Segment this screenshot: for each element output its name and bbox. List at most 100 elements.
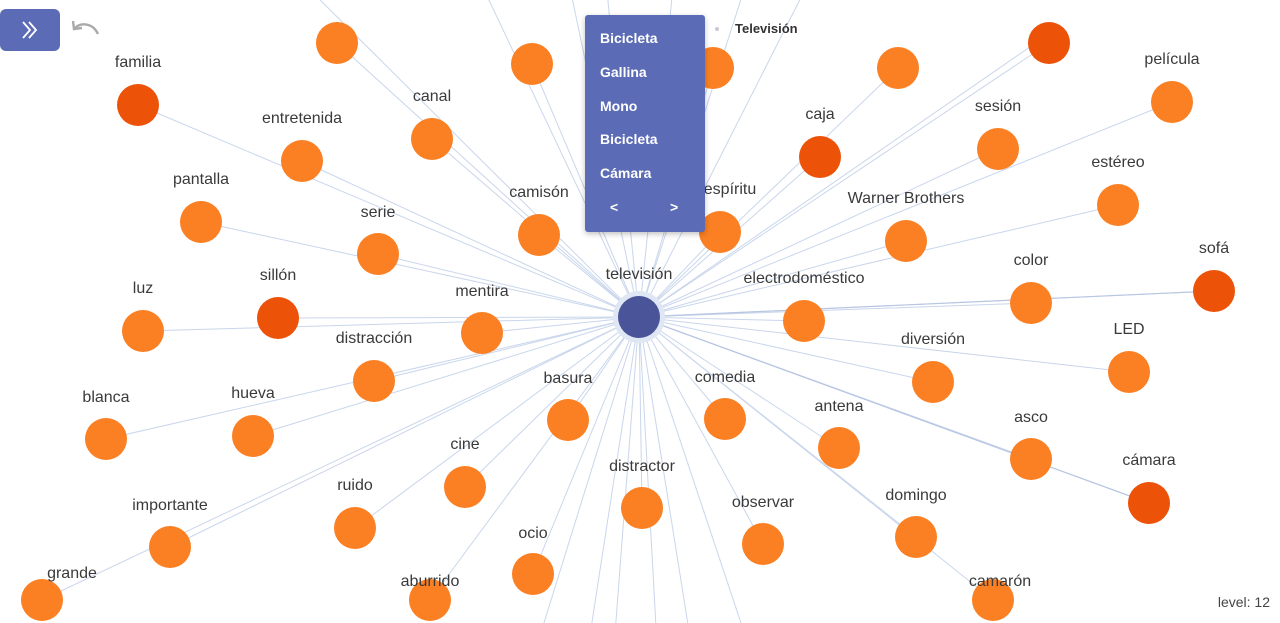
history-prev-button[interactable]: < bbox=[610, 199, 619, 215]
graph-edge bbox=[638, 101, 1173, 318]
node-label: cine bbox=[450, 436, 479, 453]
graph-node[interactable] bbox=[977, 128, 1019, 170]
graph-node[interactable] bbox=[621, 487, 663, 529]
history-item[interactable]: Cámara bbox=[600, 165, 652, 181]
graph-node[interactable] bbox=[409, 579, 451, 621]
graph-node[interactable] bbox=[1010, 438, 1052, 480]
graph-edge bbox=[638, 148, 999, 318]
graph-node[interactable] bbox=[912, 361, 954, 403]
graph-edge bbox=[336, 42, 640, 318]
node-label: familia bbox=[115, 54, 161, 71]
graph-edge bbox=[301, 160, 640, 318]
graph-edge bbox=[638, 316, 994, 601]
node-label: entretenida bbox=[262, 110, 342, 127]
graph-edge bbox=[142, 316, 640, 332]
graph-node[interactable] bbox=[699, 211, 741, 253]
node-label: cámara bbox=[1122, 452, 1175, 469]
graph-edge bbox=[638, 0, 801, 318]
graph-node[interactable] bbox=[783, 300, 825, 342]
graph-edge bbox=[638, 39, 1041, 318]
graph-node[interactable] bbox=[117, 84, 159, 126]
node-label: antena bbox=[815, 398, 864, 415]
node-label: estéreo bbox=[1091, 154, 1144, 171]
node-label: blanca bbox=[82, 389, 129, 406]
graph-node[interactable] bbox=[257, 297, 299, 339]
graph-node[interactable] bbox=[1128, 482, 1170, 524]
graph-node[interactable] bbox=[1193, 270, 1235, 312]
graph-edge bbox=[41, 316, 640, 601]
graph-node[interactable] bbox=[122, 310, 164, 352]
graph-node[interactable] bbox=[411, 118, 453, 160]
graph-edge bbox=[638, 204, 1119, 318]
graph-node[interactable] bbox=[1028, 22, 1070, 64]
node-label: observar bbox=[732, 494, 795, 511]
graph-edge bbox=[377, 253, 640, 318]
graph-node[interactable] bbox=[334, 507, 376, 549]
node-layer: familia película sesión caja canal entretenid… bbox=[21, 22, 1235, 621]
graph-node[interactable] bbox=[885, 220, 927, 262]
graph-node[interactable] bbox=[972, 579, 1014, 621]
graph-node[interactable] bbox=[281, 140, 323, 182]
graph-edge bbox=[638, 316, 840, 449]
history-item[interactable]: Bicicleta bbox=[600, 30, 658, 46]
graph-node[interactable] bbox=[353, 360, 395, 402]
graph-node[interactable] bbox=[357, 233, 399, 275]
undo-button[interactable] bbox=[68, 16, 102, 46]
node-label: sillón bbox=[260, 267, 296, 284]
graph-node[interactable] bbox=[518, 214, 560, 256]
graph-edge bbox=[638, 316, 934, 383]
node-label: importante bbox=[132, 497, 208, 514]
history-item[interactable]: Gallina bbox=[600, 64, 647, 80]
graph-node[interactable] bbox=[512, 553, 554, 595]
graph-node[interactable] bbox=[1097, 184, 1139, 226]
graph-node[interactable] bbox=[461, 312, 503, 354]
graph-edge bbox=[638, 302, 1032, 318]
breadcrumb-current[interactable]: Televisión bbox=[735, 21, 798, 36]
graph-node[interactable] bbox=[316, 22, 358, 64]
graph-node[interactable] bbox=[704, 398, 746, 440]
history-item[interactable]: Bicicleta bbox=[600, 131, 658, 147]
graph-node[interactable] bbox=[547, 399, 589, 441]
graph-node[interactable] bbox=[149, 526, 191, 568]
graph-edge bbox=[638, 240, 907, 318]
graph-node[interactable] bbox=[85, 418, 127, 460]
graph-edge bbox=[252, 316, 640, 437]
expand-panel-button[interactable] bbox=[0, 9, 60, 51]
graph-edge bbox=[638, 316, 1150, 504]
graph-node[interactable] bbox=[180, 201, 222, 243]
node-label: hueva bbox=[231, 385, 275, 402]
graph-node[interactable] bbox=[511, 43, 553, 85]
graph-node[interactable] bbox=[1151, 81, 1193, 123]
node-label: película bbox=[1144, 51, 1199, 68]
graph-node[interactable] bbox=[895, 516, 937, 558]
graph-edge bbox=[429, 316, 640, 601]
node-label: sesión bbox=[975, 98, 1021, 115]
graph-node[interactable] bbox=[877, 47, 919, 89]
history-item[interactable]: Mono bbox=[600, 98, 638, 114]
center-node[interactable] bbox=[618, 296, 660, 338]
node-label: distractor bbox=[609, 458, 675, 475]
graph-node[interactable] bbox=[21, 579, 63, 621]
node-label: color bbox=[1014, 252, 1049, 269]
graph-node[interactable] bbox=[742, 523, 784, 565]
history-next-button[interactable]: > bbox=[670, 199, 679, 215]
graph-edge bbox=[638, 316, 1130, 373]
node-label: electrodoméstico bbox=[744, 270, 865, 287]
graph-node[interactable] bbox=[799, 136, 841, 178]
node-label: ruido bbox=[337, 477, 373, 494]
node-label: mentira bbox=[455, 283, 508, 300]
node-label: asco bbox=[1014, 409, 1048, 426]
double-chevron-right-icon bbox=[22, 21, 38, 39]
node-label: camarón bbox=[969, 573, 1031, 590]
graph-node[interactable] bbox=[818, 427, 860, 469]
graph-node[interactable] bbox=[444, 466, 486, 508]
graph-edge bbox=[354, 316, 640, 529]
node-label: espíritu bbox=[704, 181, 756, 198]
center-node-label: televisión bbox=[606, 266, 673, 283]
node-label: sofá bbox=[1199, 240, 1229, 257]
graph-node[interactable] bbox=[232, 415, 274, 457]
history-dropdown: Bicicleta Gallina Mono Bicicleta Cámara … bbox=[585, 15, 705, 232]
graph-node[interactable] bbox=[1108, 351, 1150, 393]
graph-node[interactable] bbox=[1010, 282, 1052, 324]
